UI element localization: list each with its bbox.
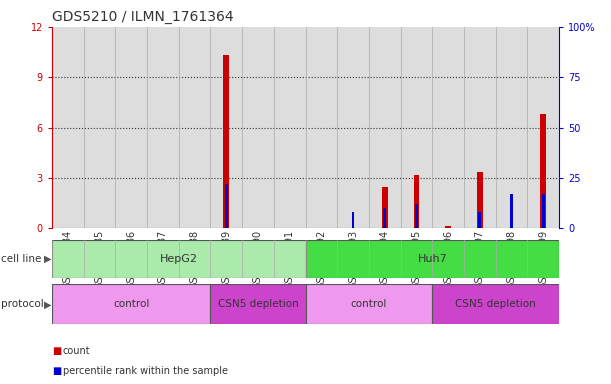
Text: cell line: cell line	[1, 254, 41, 264]
Bar	[527, 27, 559, 228]
Bar	[147, 27, 179, 228]
Bar	[542, 194, 544, 228]
Text: protocol: protocol	[1, 299, 43, 310]
Bar	[210, 284, 306, 324]
Bar	[496, 27, 527, 228]
Text: ■: ■	[52, 346, 61, 356]
Bar	[225, 184, 228, 228]
Bar	[383, 208, 386, 228]
Bar	[540, 114, 546, 228]
Bar	[382, 187, 387, 228]
Bar	[224, 55, 229, 228]
Bar	[210, 27, 242, 228]
Bar	[337, 27, 369, 228]
Bar	[84, 27, 115, 228]
Bar	[242, 27, 274, 228]
Bar	[115, 27, 147, 228]
Bar	[415, 204, 418, 228]
Bar	[351, 212, 354, 228]
Text: CSN5 depletion: CSN5 depletion	[218, 299, 298, 310]
Bar	[445, 226, 451, 228]
Bar	[179, 27, 210, 228]
Text: ▶: ▶	[44, 254, 51, 264]
Bar	[477, 172, 483, 228]
Text: HepG2: HepG2	[159, 254, 198, 264]
Text: control: control	[351, 299, 387, 310]
Text: percentile rank within the sample: percentile rank within the sample	[63, 366, 228, 376]
Bar	[464, 27, 496, 228]
Bar	[478, 212, 481, 228]
Bar	[306, 240, 559, 278]
Bar	[510, 194, 513, 228]
Bar	[52, 240, 306, 278]
Bar	[433, 284, 559, 324]
Bar	[52, 27, 84, 228]
Text: count: count	[63, 346, 90, 356]
Bar	[401, 27, 433, 228]
Text: control: control	[113, 299, 149, 310]
Bar	[52, 284, 210, 324]
Bar	[433, 27, 464, 228]
Text: ■: ■	[52, 366, 61, 376]
Bar	[306, 284, 433, 324]
Text: Huh7: Huh7	[417, 254, 447, 264]
Bar	[306, 27, 337, 228]
Text: ▶: ▶	[44, 299, 51, 310]
Bar	[369, 27, 401, 228]
Bar	[414, 175, 419, 228]
Bar	[274, 27, 306, 228]
Text: CSN5 depletion: CSN5 depletion	[455, 299, 536, 310]
Text: GDS5210 / ILMN_1761364: GDS5210 / ILMN_1761364	[52, 10, 233, 25]
